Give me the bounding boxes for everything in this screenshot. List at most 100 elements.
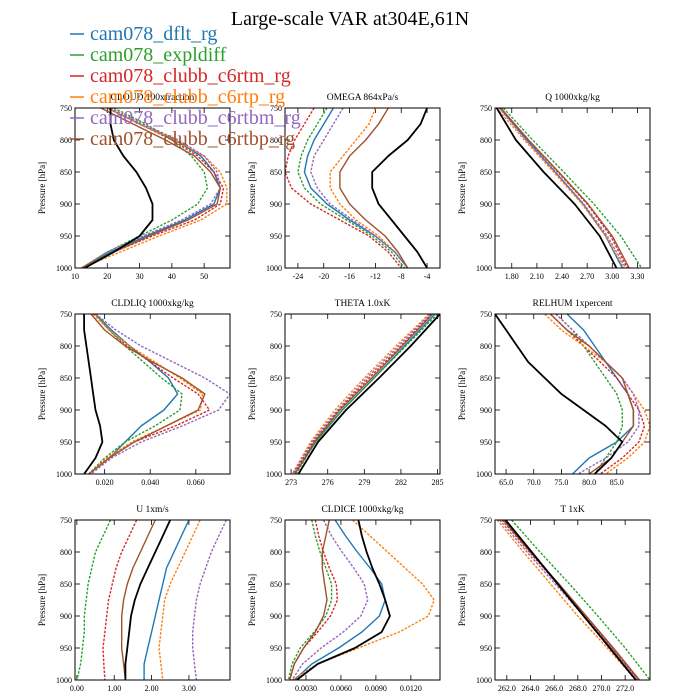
- panel-frame: [74, 519, 231, 681]
- legend-label: cam078_clubb_c6rtbp_rg: [90, 128, 295, 150]
- series-line-reference: [495, 108, 618, 268]
- series-line-5: [191, 520, 227, 680]
- x-tick-label: 0.0120: [400, 684, 422, 693]
- x-tick-label: 2.40: [555, 272, 569, 281]
- series-line-reference: [84, 108, 154, 268]
- panel-7: U 1xm/s Pressure [hPa] 750 800 850 900 950 1000…: [37, 505, 231, 693]
- legend-label: cam078_clubb_c6rtbm_rg: [90, 107, 301, 129]
- series-line-5: [291, 314, 431, 474]
- x-tick-label: 75.0: [554, 478, 568, 487]
- x-tick-label: 1.00: [107, 684, 121, 693]
- y-tick-label: 1000: [56, 264, 72, 273]
- series-line-1: [143, 520, 190, 680]
- x-tick-label: 272.0: [616, 684, 634, 693]
- y-tick-label: 950: [270, 438, 282, 447]
- series-line-6: [81, 108, 222, 268]
- y-tick-label: 900: [270, 200, 282, 209]
- legend-item: cam078_clubb_c6rtp_rg: [70, 86, 285, 108]
- y-tick-label: 950: [270, 644, 282, 653]
- y-tick-label: 950: [480, 232, 492, 241]
- series-line-3: [285, 108, 402, 268]
- series-line-3: [81, 108, 225, 268]
- legend-item: cam078_clubb_c6rtbm_rg: [70, 107, 301, 129]
- series-line-5: [555, 314, 640, 474]
- panel-title: RELHUM 1xpercent: [533, 299, 613, 309]
- x-tick-label: 80.0: [582, 478, 596, 487]
- panel-frame: [74, 107, 231, 269]
- series-line-6: [120, 520, 156, 680]
- x-tick-label: 0.020: [96, 478, 114, 487]
- series-line-5: [499, 520, 638, 680]
- panel-frame: [494, 519, 651, 681]
- panel-8: CLDICE 1000xkg/kg Pressure [hPa] 750 800 850…: [247, 505, 441, 693]
- y-tick-label: 950: [60, 438, 72, 447]
- y-axis-label: Pressure [hPa]: [457, 574, 467, 626]
- panel-5: THETA 1.0xK Pressure [hPa] 750 800 850 900 950…: [247, 299, 444, 487]
- panel-frame: [284, 313, 441, 475]
- y-tick-label: 850: [270, 168, 282, 177]
- y-axis-label: Pressure [hPa]: [247, 574, 257, 626]
- series-line-5: [498, 108, 627, 268]
- series-line-5: [90, 314, 230, 474]
- x-tick-label: 279: [358, 478, 370, 487]
- x-tick-label: 285: [432, 478, 444, 487]
- series-line-reference: [297, 314, 440, 474]
- y-tick-label: 850: [270, 374, 282, 383]
- y-tick-label: 850: [480, 580, 492, 589]
- x-tick-label: 3.30: [630, 272, 644, 281]
- y-tick-label: 1000: [56, 676, 72, 685]
- series-line-reference: [495, 314, 624, 474]
- panel-frame: [74, 313, 231, 475]
- series-line-2: [297, 108, 406, 268]
- x-tick-label: 20: [103, 272, 111, 281]
- series-lines: [83, 314, 230, 474]
- y-tick-label: 1000: [266, 470, 282, 479]
- y-tick-label: 900: [480, 612, 492, 621]
- y-tick-label: 850: [480, 374, 492, 383]
- y-tick-label: 750: [270, 310, 282, 319]
- series-line-2: [88, 314, 183, 474]
- series-lines: [287, 520, 435, 680]
- series-line-4: [81, 108, 228, 268]
- series-line-4: [291, 520, 435, 680]
- x-tick-label: 65.0: [499, 478, 513, 487]
- x-tick-label: 262.0: [498, 684, 516, 693]
- x-tick-label: 270.0: [592, 684, 610, 693]
- y-tick-label: 800: [60, 342, 72, 351]
- series-lines: [81, 108, 228, 268]
- series-line-2: [555, 314, 623, 474]
- panel-title: THETA 1.0xK: [335, 299, 391, 309]
- panel-title: OMEGA 864xPa/s: [327, 93, 399, 103]
- series-line-6: [294, 314, 434, 474]
- series-line-4: [544, 314, 650, 474]
- legend-item: cam078_expldiff: [70, 44, 227, 66]
- legend-item: cam078_clubb_c6rtm_rg: [70, 65, 291, 87]
- x-tick-label: 0.040: [141, 478, 159, 487]
- series-line-1: [88, 314, 179, 474]
- panel-9: T 1xK Pressure [hPa] 750 800 850 900 950 1000 26…: [457, 505, 651, 693]
- y-axis-label: Pressure [hPa]: [37, 574, 47, 626]
- series-line-4: [88, 314, 204, 474]
- series-line-6: [500, 108, 630, 268]
- panel-title: U 1xm/s: [136, 505, 169, 515]
- y-tick-label: 800: [60, 548, 72, 557]
- x-tick-label: -24: [293, 272, 304, 281]
- y-tick-label: 950: [60, 644, 72, 653]
- x-tick-label: 0.060: [187, 478, 205, 487]
- series-line-reference: [83, 314, 104, 474]
- x-tick-label: -12: [370, 272, 381, 281]
- x-tick-label: 85.0: [610, 478, 624, 487]
- series-line-5: [310, 108, 409, 268]
- y-tick-label: 950: [60, 232, 72, 241]
- figure-title: Large-scale VAR at304E,61N: [231, 8, 469, 30]
- legend-label: cam078_clubb_c6rtp_rg: [90, 86, 285, 108]
- y-tick-label: 1000: [56, 470, 72, 479]
- legend-label: cam078_clubb_c6rtm_rg: [90, 65, 291, 87]
- y-tick-label: 850: [480, 168, 492, 177]
- x-tick-label: 10: [71, 272, 79, 281]
- series-line-6: [339, 108, 409, 268]
- y-tick-label: 850: [60, 168, 72, 177]
- y-tick-label: 900: [60, 200, 72, 209]
- y-tick-label: 750: [480, 104, 492, 113]
- x-tick-label: 276: [322, 478, 334, 487]
